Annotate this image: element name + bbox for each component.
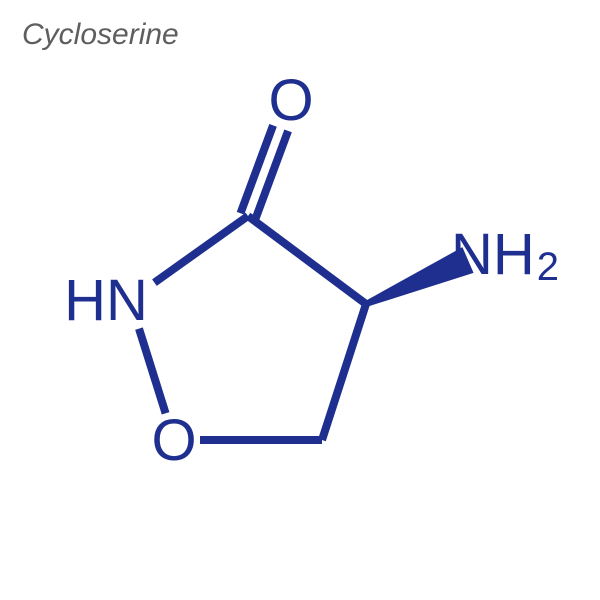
bond-line (240, 125, 273, 213)
atom-label-O_ring: O (151, 408, 196, 473)
molecule-svg: HN O O NH2 (0, 0, 600, 600)
figure-canvas: Cycloserine HNOONH2 (0, 0, 600, 600)
bond-line (154, 216, 248, 283)
atom-label-N_ring: HN (64, 268, 148, 333)
bond-line (322, 304, 366, 440)
bond-line (139, 329, 166, 414)
atom-label-O_dbl: O (268, 68, 313, 133)
atom-label-N_amine_label: NH2 (451, 222, 559, 289)
bond-line (248, 216, 366, 304)
bond-line (256, 131, 289, 219)
